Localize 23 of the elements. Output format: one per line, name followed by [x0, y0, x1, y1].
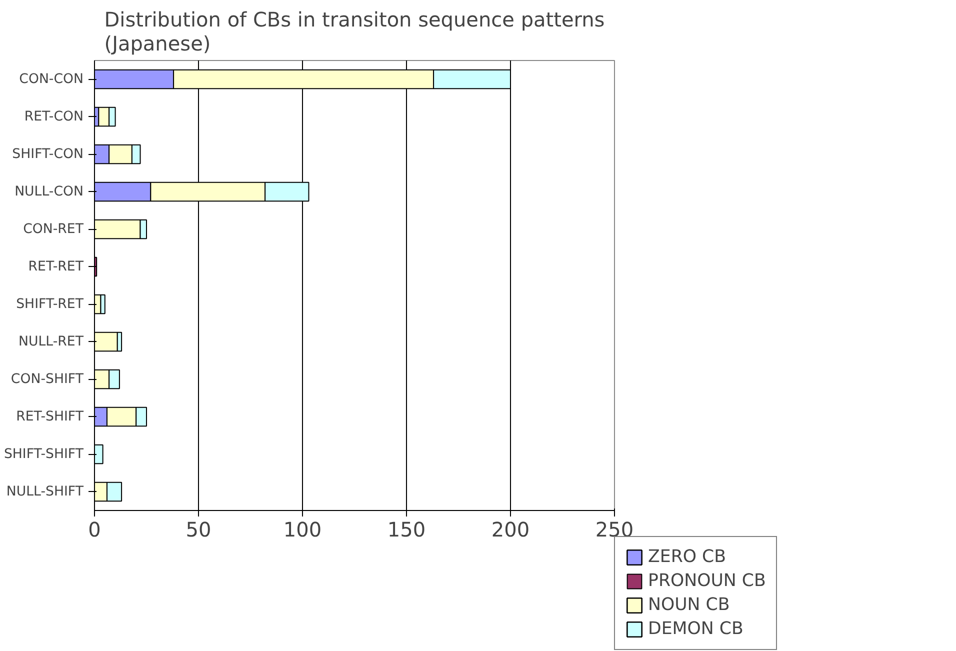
x-tick-label: 200: [491, 518, 530, 542]
y-tick-label: RET-CON: [24, 109, 84, 124]
y-tick-label: SHIFT-SHIFT: [4, 446, 84, 462]
legend-label: DEMON CB: [648, 619, 744, 639]
y-tick-label: NULL-RET: [18, 334, 84, 350]
y-tick-label: CON-RET: [23, 222, 84, 237]
y-tick-label: CON-SHIFT: [10, 372, 84, 387]
y-tick-label: RET-RET: [28, 259, 84, 274]
legend-label: NOUN CB: [648, 595, 730, 615]
x-tick-label: 100: [283, 518, 322, 542]
x-tick-label: 250: [595, 518, 634, 542]
y-tick-label: NULL-SHIFT: [6, 484, 84, 500]
y-tick-label: SHIFT-CON: [12, 146, 84, 162]
legend-label: ZERO CB: [648, 547, 726, 567]
x-tick-label: 50: [186, 518, 212, 542]
y-tick-label: RET-SHIFT: [16, 409, 84, 424]
x-tick-label: 0: [88, 518, 101, 542]
chart-title: Distribution of CBs in transiton sequence patterns (Japanese): [104, 8, 605, 56]
y-tick-label: NULL-CON: [14, 184, 84, 200]
y-tick-label: CON-CON: [19, 72, 84, 87]
y-tick-label: SHIFT-RET: [16, 296, 84, 312]
x-tick-label: 150: [387, 518, 426, 542]
legend-label: PRONOUN CB: [648, 571, 766, 591]
